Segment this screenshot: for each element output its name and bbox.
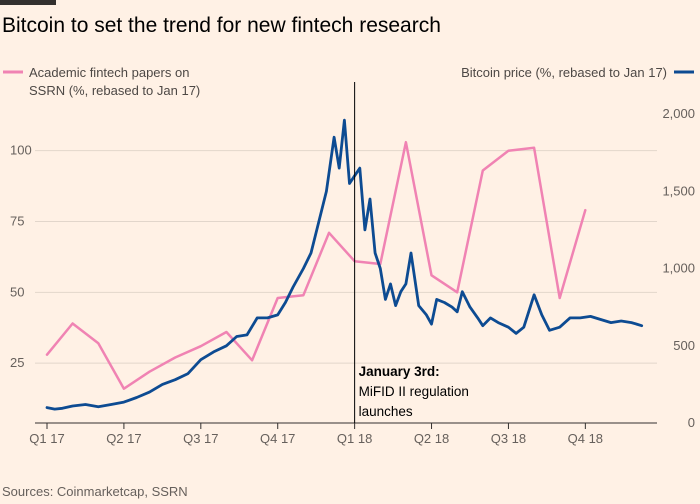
x-axis-ticks: Q1 17 Q2 17 Q3 17 Q4 17 Q1 18 Q2 18 Q3 18 Q4 18: [29, 423, 603, 446]
right-tick-label: 1,000: [662, 261, 695, 276]
right-tick-label: 2,000: [662, 106, 695, 121]
x-tick-label: Q4 18: [568, 431, 603, 446]
chart-title: Bitcoin to set the trend for new fintech…: [2, 14, 441, 37]
x-tick-label: Q2 17: [106, 431, 141, 446]
left-tick-label: 25: [10, 355, 24, 370]
x-tick-label: Q1 18: [337, 431, 372, 446]
legend: Academic fintech papers on SSRN (%, reba…: [3, 65, 694, 98]
annotation-line-2: launches: [359, 404, 413, 419]
right-tick-label: 0: [688, 415, 695, 430]
left-tick-label: 75: [10, 214, 24, 229]
series-lines: [45, 118, 644, 411]
left-tick-label: 50: [10, 284, 24, 299]
left-axis-ticks: 25 50 75 100: [10, 143, 32, 370]
x-tick-label: Q3 17: [183, 431, 218, 446]
x-tick-label: Q1 17: [29, 431, 64, 446]
series-line-papers: [45, 140, 587, 390]
annotation-title: January 3rd:: [359, 364, 440, 379]
right-tick-label: 1,500: [662, 183, 695, 198]
legend-label-papers-line2: SSRN (%, rebased to Jan 17): [29, 83, 200, 98]
x-tick-label: Q3 18: [491, 431, 526, 446]
right-tick-label: 500: [673, 338, 695, 353]
left-tick-label: 100: [10, 143, 32, 158]
annotation-line-1: MiFID II regulation: [359, 384, 469, 399]
annotation-mifid: January 3rd: MiFID II regulation launche…: [354, 82, 469, 423]
series-line-bitcoin: [45, 118, 644, 411]
brand-rule: [0, 0, 56, 5]
x-tick-label: Q4 17: [260, 431, 295, 446]
legend-label-papers-line1: Academic fintech papers on: [29, 65, 189, 80]
gridlines: [35, 150, 657, 364]
legend-label-bitcoin: Bitcoin price (%, rebased to Jan 17): [461, 65, 667, 80]
x-tick-label: Q2 18: [414, 431, 449, 446]
right-axis-ticks: 0 500 1,000 1,500 2,000: [662, 106, 695, 430]
source-note: Sources: Coinmarketcap, SSRN: [2, 484, 188, 499]
